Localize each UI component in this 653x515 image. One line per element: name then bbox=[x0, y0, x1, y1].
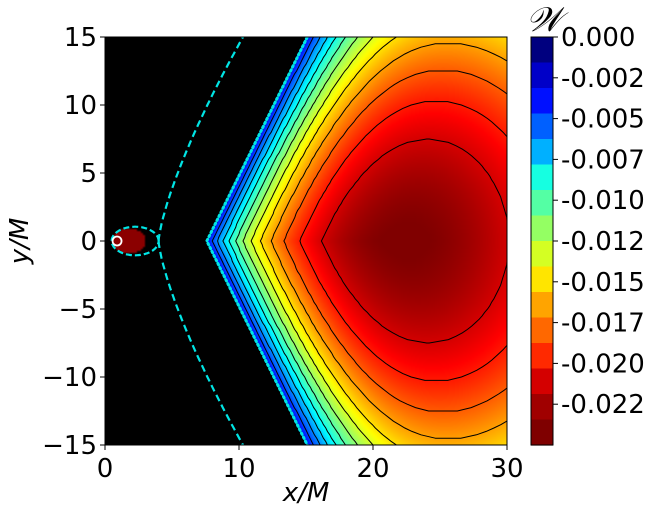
colorbar-band bbox=[531, 394, 553, 421]
contour-line bbox=[299, 101, 507, 381]
colorbar-tick-label: -0.017 bbox=[561, 309, 645, 339]
contour-line bbox=[283, 70, 507, 412]
colorbar: 0.000 -0.002 -0.005 -0.007 -0.010 -0.012 -0.01… bbox=[530, 23, 645, 446]
y-axis: −15 −10 −5 0 5 10 15 bbox=[42, 23, 105, 461]
colorbar-tick-label: -0.002 bbox=[561, 64, 645, 94]
colorbar-band bbox=[531, 317, 553, 344]
x-axis: 0 10 20 30 bbox=[97, 445, 524, 484]
x-axis-label: x/M bbox=[282, 478, 330, 508]
x-tick-label: 10 bbox=[222, 454, 255, 484]
colorbar-band bbox=[531, 343, 553, 370]
colorbar-tick-label: -0.007 bbox=[561, 145, 645, 175]
dashed-separatrix-upper bbox=[157, 37, 245, 242]
y-axis-label: y/M bbox=[5, 218, 35, 266]
y-tick-label: 5 bbox=[80, 159, 97, 189]
colorbar-band bbox=[531, 113, 553, 140]
dashed-separatrix-lower bbox=[157, 240, 245, 445]
colorbar-band bbox=[531, 368, 553, 395]
y-tick-label: 0 bbox=[80, 227, 97, 257]
heatmap-image bbox=[105, 37, 507, 445]
colorbar-band bbox=[531, 190, 553, 217]
colorbar-band bbox=[531, 139, 553, 166]
contour-lines bbox=[211, 37, 507, 445]
colorbar-band bbox=[531, 215, 553, 242]
colorbar-band bbox=[531, 62, 553, 89]
colorbar-band bbox=[531, 37, 553, 64]
colorbar-tick-label: -0.020 bbox=[561, 349, 645, 379]
colorbar-band bbox=[531, 419, 553, 446]
contour-line bbox=[228, 37, 337, 445]
x-tick-label: 0 bbox=[97, 454, 114, 484]
colorbar-tick-label: -0.015 bbox=[561, 268, 645, 298]
plot-area bbox=[105, 37, 507, 445]
contour-line bbox=[270, 43, 507, 439]
x-tick-label: 20 bbox=[356, 454, 389, 484]
contour-line bbox=[250, 37, 374, 445]
contour-line bbox=[217, 37, 321, 445]
colorbar-band bbox=[531, 266, 553, 293]
contour-line bbox=[211, 37, 314, 445]
y-tick-label: −5 bbox=[59, 295, 97, 325]
colorbar-tick-label: -0.005 bbox=[561, 105, 645, 135]
y-tick-label: −15 bbox=[42, 431, 97, 461]
colorbar-band bbox=[531, 88, 553, 115]
x-tick-label: 30 bbox=[490, 454, 523, 484]
colorbar-tick-label: 0.000 bbox=[561, 23, 635, 53]
y-tick-label: −10 bbox=[42, 363, 97, 393]
colorbar-tick-label: -0.010 bbox=[561, 186, 645, 216]
origin-marker bbox=[111, 235, 123, 247]
colorbar-band bbox=[531, 241, 553, 268]
colorbar-tick-label: -0.012 bbox=[561, 227, 645, 257]
overlay-curves bbox=[110, 37, 309, 445]
y-tick-label: 10 bbox=[64, 91, 97, 121]
y-tick-label: 15 bbox=[64, 23, 97, 53]
contour-line bbox=[242, 37, 359, 445]
colorbar-tick-label: -0.022 bbox=[561, 390, 645, 420]
colorbar-band bbox=[531, 292, 553, 319]
contour-line bbox=[222, 37, 328, 445]
contour-line bbox=[259, 37, 398, 445]
colorbar-band bbox=[531, 164, 553, 191]
dotted-boundary-curve bbox=[205, 37, 309, 445]
contour-line bbox=[235, 37, 347, 445]
contour-line bbox=[320, 138, 507, 344]
